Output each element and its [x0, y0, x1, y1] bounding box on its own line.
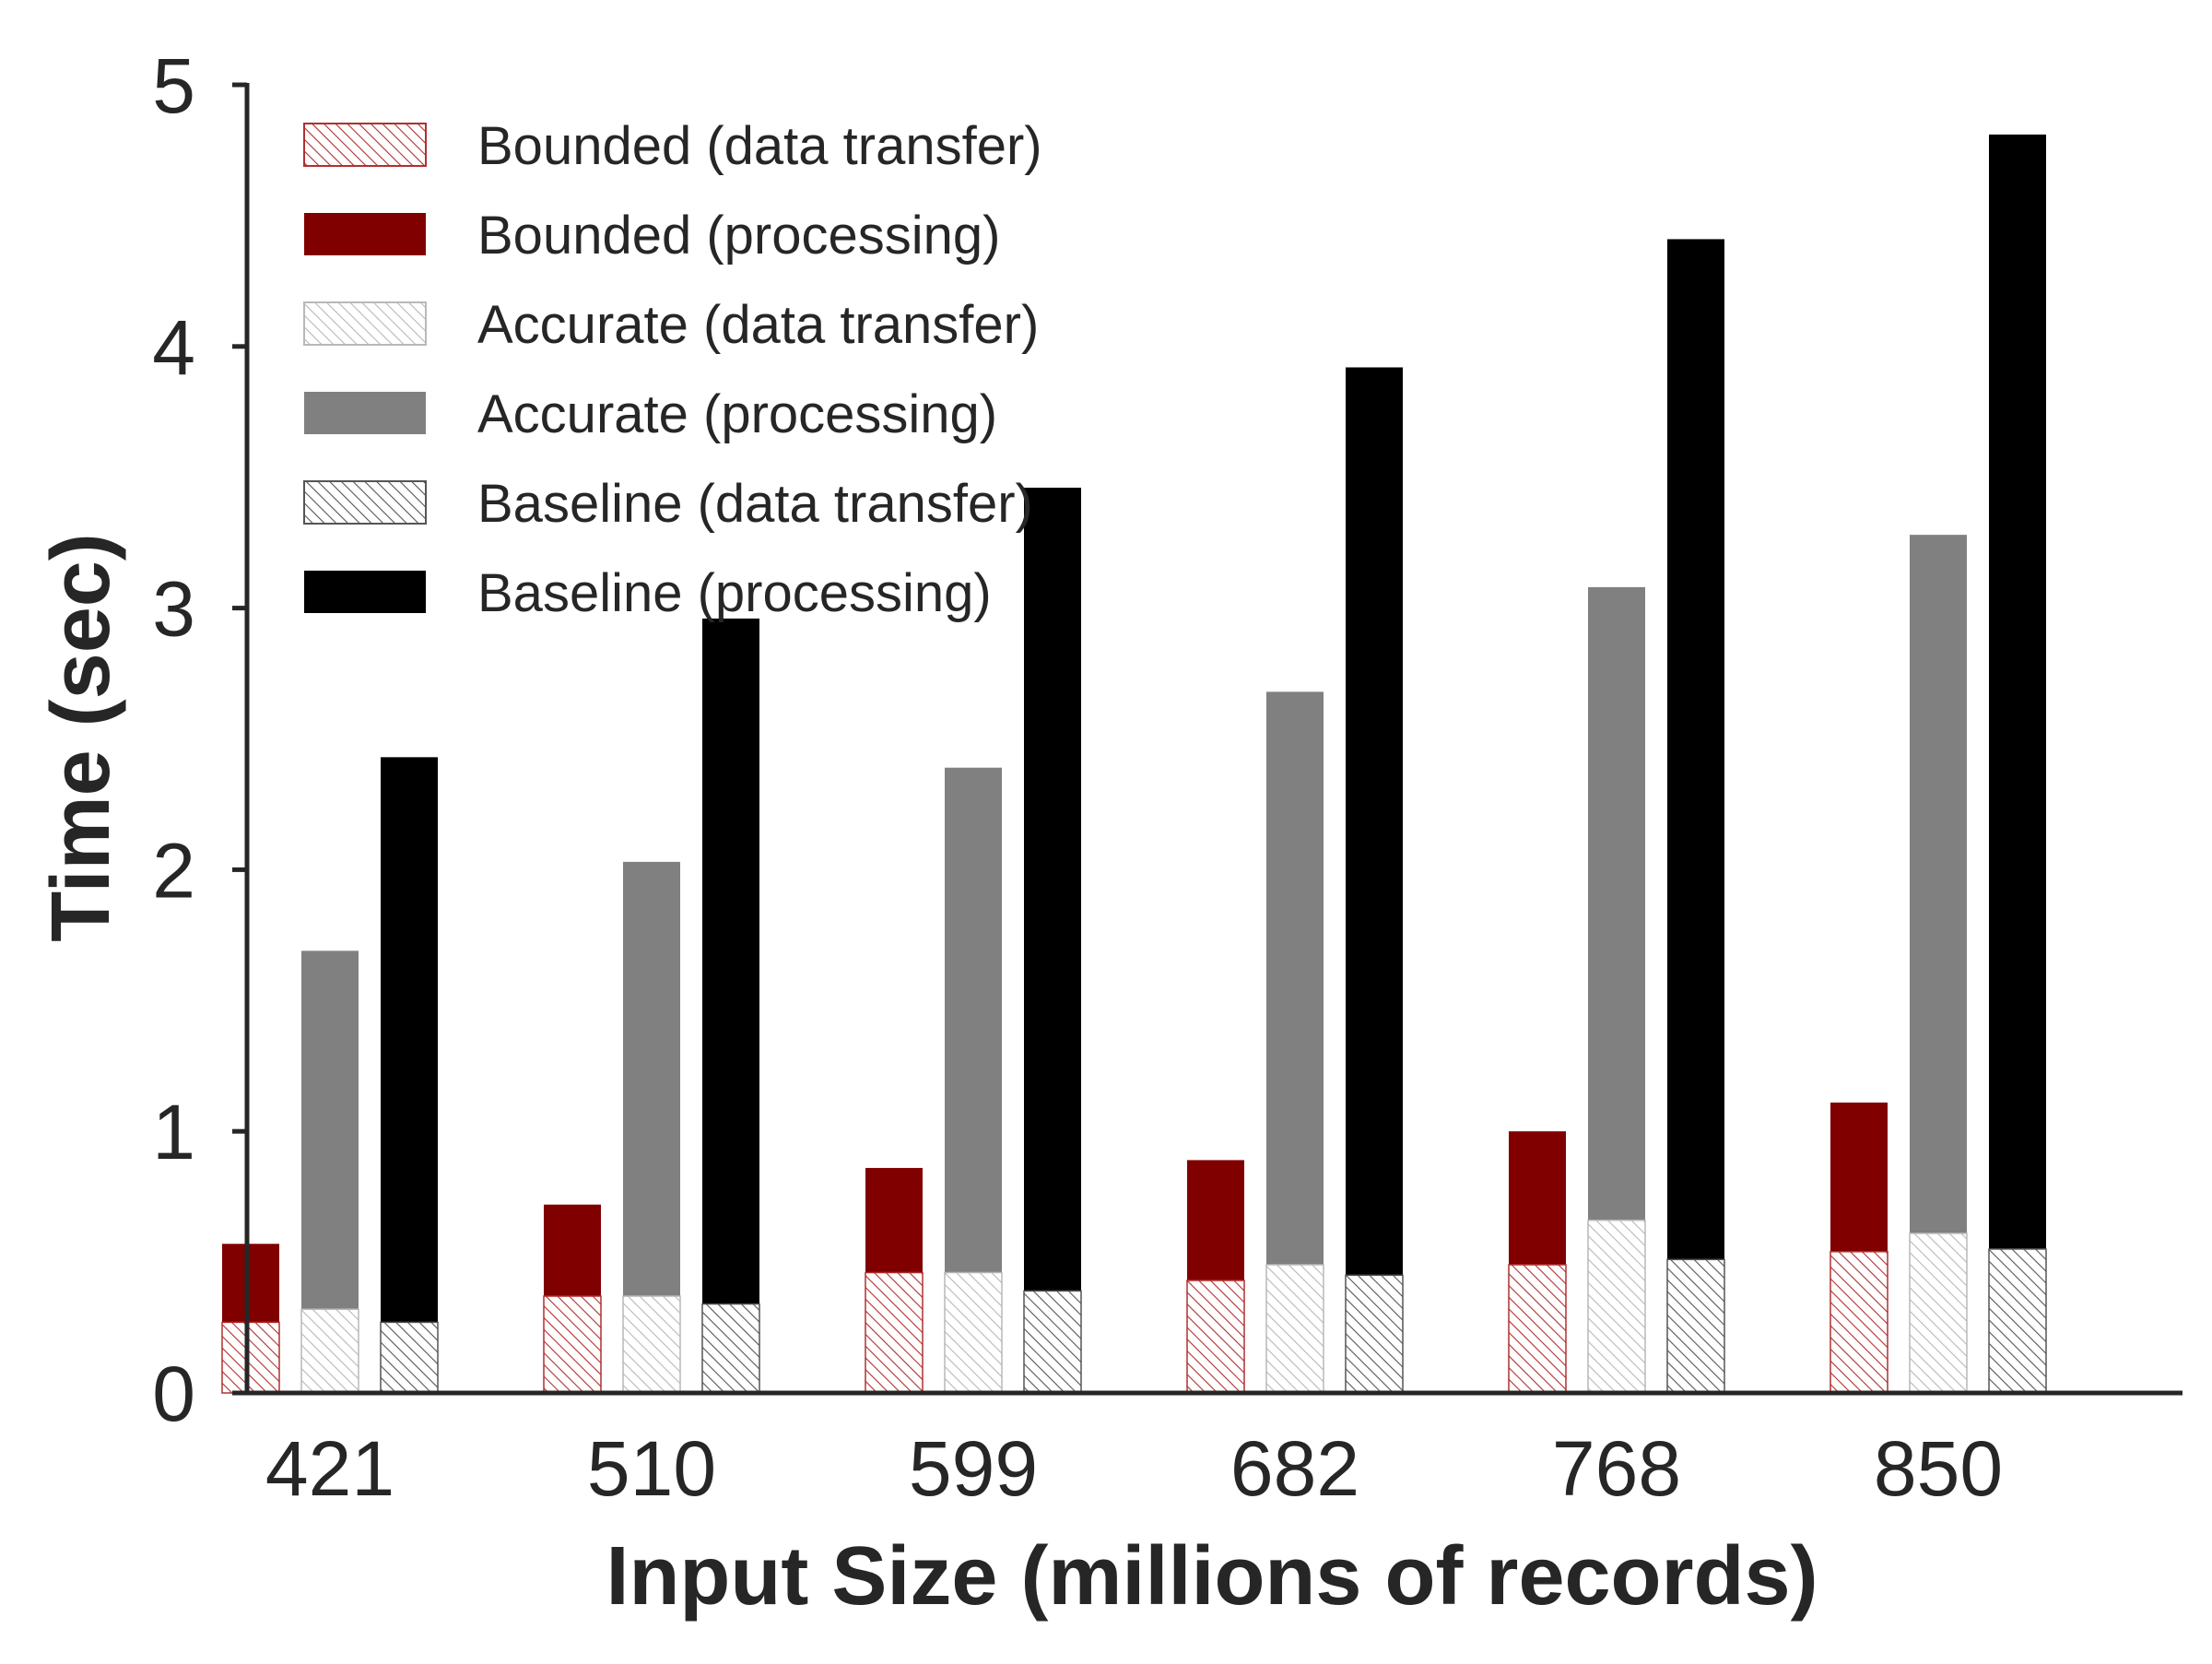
bar-transfer-bounded-682 — [1186, 1280, 1245, 1394]
y-ticks: 0 1 2 3 4 5 — [152, 42, 247, 1437]
legend-swatch-bounded-processing — [304, 213, 426, 255]
bar-processing-accurate-682 — [1266, 691, 1324, 1265]
y-tick-label: 3 — [152, 566, 195, 653]
y-tick-label: 1 — [152, 1089, 195, 1175]
bar-processing-bounded-768 — [1509, 1131, 1566, 1265]
legend-label-bounded-transfer: Bounded (data transfer) — [477, 116, 1042, 176]
bar-processing-bounded-850 — [1830, 1102, 1888, 1252]
bar-transfer-baseline-682 — [1345, 1274, 1404, 1394]
bar-processing-baseline-850 — [1989, 134, 2046, 1249]
x-tick-label: 599 — [909, 1425, 1038, 1512]
y-tick-label: 4 — [152, 304, 195, 391]
bar-transfer-baseline-768 — [1666, 1258, 1725, 1394]
bar-processing-accurate-421 — [301, 950, 359, 1310]
bar-transfer-accurate-421 — [300, 1308, 359, 1394]
bar-transfer-accurate-510 — [622, 1295, 681, 1394]
bar-processing-bounded-421 — [222, 1244, 279, 1323]
bar-processing-baseline-599 — [1024, 488, 1081, 1292]
bar-transfer-accurate-599 — [944, 1271, 1003, 1394]
bar-processing-accurate-768 — [1588, 586, 1645, 1221]
bar-transfer-bounded-850 — [1830, 1250, 1888, 1394]
y-axis-title: Time (sec) — [35, 533, 127, 942]
bar-processing-accurate-850 — [1910, 535, 1967, 1233]
bar-transfer-baseline-510 — [701, 1303, 760, 1394]
bar-processing-bounded-599 — [865, 1167, 923, 1273]
y-tick-label: 5 — [152, 42, 195, 129]
bar-processing-bounded-510 — [544, 1204, 601, 1296]
x-tick-label: 510 — [587, 1425, 716, 1512]
x-ticks: 421 510 599 682 768 850 — [265, 1425, 2003, 1512]
bar-processing-baseline-510 — [702, 618, 759, 1304]
bar-transfer-baseline-599 — [1023, 1290, 1082, 1394]
bar-processing-accurate-510 — [623, 861, 680, 1296]
legend-swatch-bounded-transfer — [303, 123, 427, 167]
bar-transfer-bounded-510 — [543, 1295, 602, 1394]
legend-swatch-baseline-transfer — [303, 480, 427, 525]
axes-layer — [244, 83, 2183, 1396]
legend-swatch-baseline-processing — [304, 571, 426, 613]
legend-label-bounded-processing: Bounded (processing) — [477, 206, 1000, 266]
legend-label-baseline-processing: Baseline (processing) — [477, 563, 992, 623]
bar-processing-baseline-682 — [1346, 367, 1403, 1276]
bar-transfer-bounded-768 — [1508, 1264, 1567, 1394]
legend: Bounded (data transfer) Bounded (processi… — [303, 116, 1042, 623]
bar-transfer-bounded-599 — [865, 1271, 924, 1394]
legend-label-accurate-processing: Accurate (processing) — [477, 384, 997, 444]
bar-transfer-accurate-682 — [1265, 1264, 1324, 1394]
bar-transfer-accurate-768 — [1587, 1219, 1646, 1394]
x-tick-label: 421 — [265, 1425, 394, 1512]
legend-swatch-accurate-processing — [304, 392, 426, 434]
bars-layer — [221, 134, 2047, 1394]
bar-transfer-accurate-850 — [1909, 1233, 1968, 1394]
bar-processing-baseline-768 — [1667, 239, 1724, 1260]
bar-processing-baseline-421 — [381, 757, 438, 1323]
bar-transfer-baseline-850 — [1988, 1248, 2047, 1394]
bar-transfer-baseline-421 — [380, 1321, 439, 1394]
bar-processing-accurate-599 — [945, 767, 1002, 1273]
legend-label-accurate-transfer: Accurate (data transfer) — [477, 295, 1039, 355]
x-tick-label: 682 — [1230, 1425, 1359, 1512]
legend-label-baseline-transfer: Baseline (data transfer) — [477, 474, 1033, 534]
x-axis-title: Input Size (millions of records) — [606, 1530, 1818, 1623]
bar-transfer-bounded-421 — [221, 1321, 280, 1394]
x-tick-label: 768 — [1552, 1425, 1681, 1512]
bar-processing-bounded-682 — [1187, 1160, 1244, 1280]
x-tick-label: 850 — [1874, 1425, 2003, 1512]
y-tick-label: 0 — [152, 1351, 195, 1437]
legend-swatch-accurate-transfer — [303, 301, 427, 346]
y-tick-label: 2 — [152, 827, 195, 914]
